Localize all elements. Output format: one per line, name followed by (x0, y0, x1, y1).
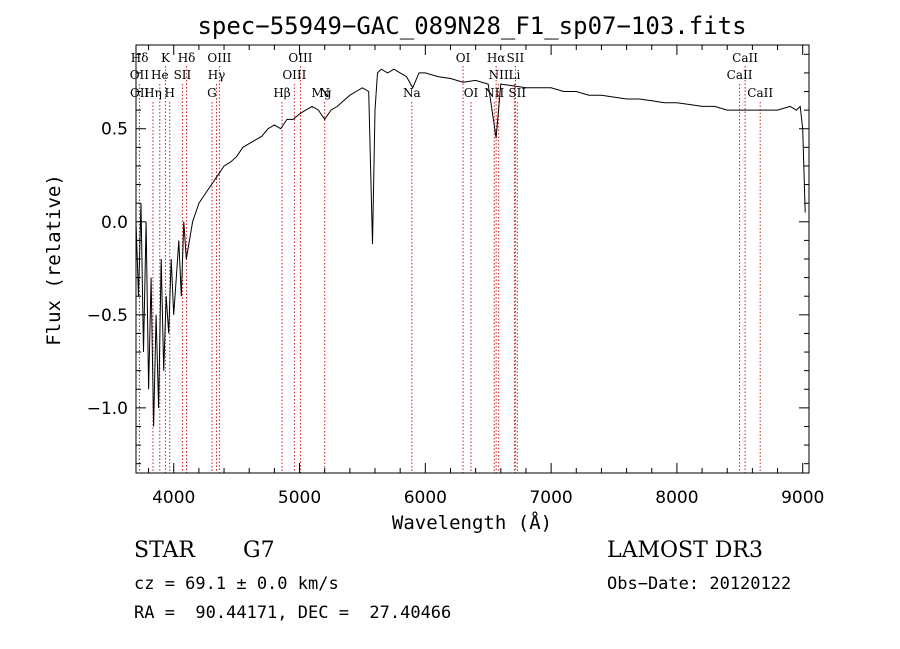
line-marker-label: OI (456, 51, 471, 65)
line-marker-label: Hα (487, 51, 506, 65)
spectral-line-markers (138, 66, 761, 473)
line-marker-label: N (319, 86, 330, 100)
line-marker-label: OIII (288, 51, 312, 65)
y-tick-label: −1.0 (87, 399, 128, 419)
line-marker-label: NII (484, 86, 504, 100)
y-axis: −1.0 −0.5 0.0 0.5 (87, 53, 809, 465)
y-tick-label: 0.0 (101, 213, 128, 233)
x-tick-label: 7000 (529, 488, 572, 508)
line-marker-label: Hδ (131, 51, 149, 65)
object-subclass: G7 (243, 538, 275, 563)
line-marker-label: NII (489, 68, 509, 82)
line-marker-label: G (207, 86, 217, 100)
line-marker-label: K (161, 51, 171, 65)
ra-dec: RA = 90.44171, DEC = 27.40466 (134, 603, 452, 623)
plot-frame (135, 44, 810, 474)
x-axis: 4000 5000 6000 7000 8000 9000 (148, 45, 824, 508)
x-tick-label: 6000 (404, 488, 447, 508)
redshift-cz: cz = 69.1 ± 0.0 km/s (134, 574, 339, 594)
line-marker-label: H (164, 86, 174, 100)
chart-title: spec−55949−GAC_089N28_F1_sp07−103.fits (197, 12, 746, 40)
line-marker-label: OI (464, 86, 479, 100)
line-marker-label: He (151, 68, 169, 82)
line-marker-label: OII (130, 68, 150, 82)
line-marker-label: Hδ (178, 51, 196, 65)
y-tick-label: −0.5 (87, 306, 128, 326)
line-marker-label: Mg (312, 86, 332, 100)
x-tick-label: 4000 (152, 488, 195, 508)
line-marker-label: SII (174, 68, 192, 82)
observation-date: Obs−Date: 20120122 (607, 574, 792, 594)
line-marker-label: Hη (144, 86, 162, 100)
line-marker-label: SII (507, 51, 525, 65)
line-marker-label: OII (130, 86, 150, 100)
line-marker-label: SII (508, 86, 526, 100)
object-class: STAR (134, 538, 195, 563)
line-marker-label: Hβ (273, 86, 290, 100)
line-marker-label: CaII (727, 68, 753, 82)
line-marker-label: Li (508, 68, 520, 82)
survey-name: LAMOST DR3 (607, 538, 763, 563)
line-marker-label: OIII (207, 51, 231, 65)
spectrum-line (135, 68, 806, 427)
line-marker-label: CaII (732, 51, 758, 65)
line-marker-label: CaII (747, 86, 773, 100)
x-tick-label: 9000 (781, 488, 824, 508)
y-tick-label: 0.5 (101, 120, 128, 140)
line-marker-label: OIII (282, 68, 306, 82)
y-axis-label: Flux (relative) (43, 174, 65, 346)
x-tick-label: 5000 (278, 488, 321, 508)
x-tick-label: 8000 (655, 488, 698, 508)
line-marker-label: Hγ (208, 68, 226, 82)
line-marker-label: Na (403, 86, 421, 100)
x-axis-label: Wavelength (Å) (392, 511, 552, 534)
